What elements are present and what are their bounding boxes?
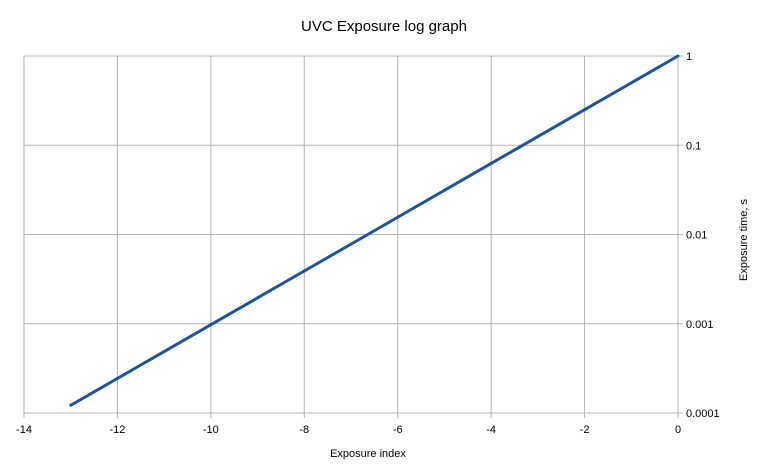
data-point [162, 350, 166, 354]
x-tick-label: -10 [203, 424, 219, 436]
data-point [583, 108, 587, 112]
data-point [349, 242, 353, 246]
x-axis-title: Exposure index [330, 448, 406, 460]
y-tick-label: 0.01 [686, 230, 707, 242]
x-tick-label: -4 [486, 424, 496, 436]
data-point [536, 135, 540, 139]
x-tick-label: -6 [393, 424, 403, 436]
data-point [209, 323, 213, 327]
x-tick-label: 0 [675, 424, 681, 436]
x-tick-labels: -14 -12 -10 -8 -6 -4 -2 0 [16, 424, 681, 436]
y-tick-label: 1 [686, 51, 692, 63]
y-axis-title: Exposure time, s [738, 199, 750, 281]
y-tick-label: 0.1 [686, 140, 701, 152]
series-layer [69, 54, 680, 407]
x-tick-label: -14 [16, 424, 32, 436]
y-tick-label: 0.0001 [686, 408, 720, 420]
y-tick-labels: 0.0001 0.001 0.01 0.1 1 [686, 51, 720, 420]
series-line [69, 54, 679, 407]
data-point [69, 403, 73, 407]
y-tick-label: 0.001 [686, 319, 714, 331]
data-point [256, 296, 260, 300]
x-tick-label: -12 [109, 424, 125, 436]
data-point [489, 161, 493, 165]
axes [23, 55, 683, 418]
data-point [396, 215, 400, 219]
data-point [115, 376, 119, 380]
x-tick-label: -8 [299, 424, 309, 436]
data-point [629, 81, 633, 85]
chart-title: UVC Exposure log graph [301, 18, 467, 35]
data-point [442, 188, 446, 192]
gridlines [23, 55, 679, 414]
data-point [676, 54, 680, 58]
data-point [302, 269, 306, 273]
x-tick-label: -2 [580, 424, 590, 436]
